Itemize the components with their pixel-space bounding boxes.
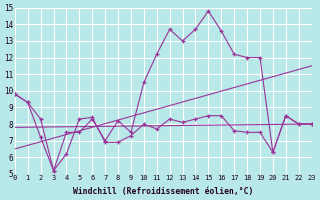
X-axis label: Windchill (Refroidissement éolien,°C): Windchill (Refroidissement éolien,°C) [73, 187, 253, 196]
